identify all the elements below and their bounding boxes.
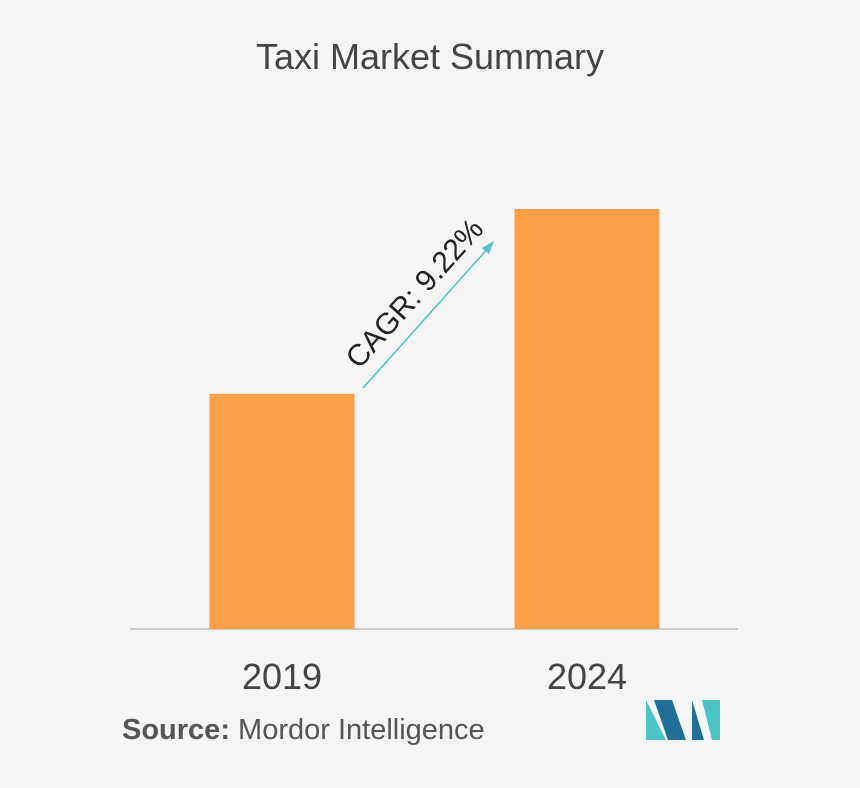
cagr-label: CAGR: 9.22% bbox=[340, 213, 491, 375]
x-tick-label-2024: 2024 bbox=[547, 656, 627, 697]
bar-2019 bbox=[209, 393, 355, 629]
chart-title: Taxi Market Summary bbox=[255, 36, 605, 77]
bar-2024 bbox=[514, 209, 660, 629]
source-text: Mordor Intelligence bbox=[238, 714, 485, 746]
cagr-arrowhead bbox=[482, 241, 494, 254]
x-tick-labels: 2019 2024 bbox=[242, 656, 627, 697]
cagr-annotation: CAGR: 9.22% bbox=[340, 213, 494, 389]
source-note: Source: Mordor Intelligence bbox=[122, 714, 485, 747]
cagr-arrow bbox=[362, 245, 491, 389]
source-label: Source: bbox=[122, 714, 230, 746]
x-tick-label-2019: 2019 bbox=[242, 656, 322, 697]
bars-group bbox=[209, 209, 660, 629]
mordor-logo-icon bbox=[646, 700, 720, 740]
